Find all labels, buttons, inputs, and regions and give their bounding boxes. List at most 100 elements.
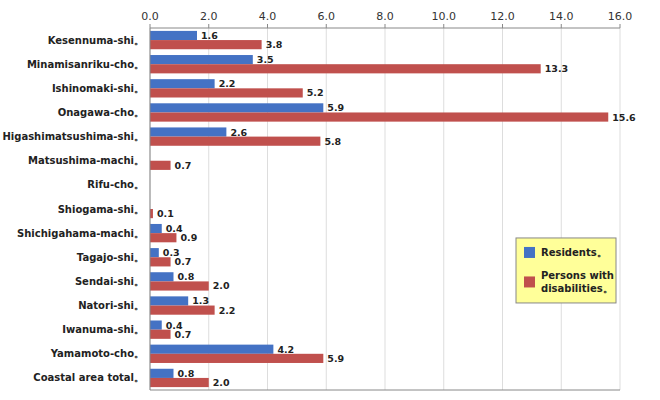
- tick-label: 2.0: [200, 10, 218, 23]
- data-label: 1.6: [201, 30, 218, 41]
- legend-label-line: Persons with: [541, 270, 614, 281]
- data-label: 5.8: [324, 136, 341, 147]
- bar: [150, 31, 197, 40]
- bar: [150, 330, 171, 339]
- legend-swatch: [524, 247, 535, 258]
- data-label: 0.9: [180, 232, 197, 243]
- category-label: Ishinomaki-shi。: [52, 83, 144, 94]
- bar: [150, 296, 188, 305]
- grid-line: [267, 28, 268, 390]
- data-label: 0.8: [178, 271, 195, 282]
- legend-label: Persons with disabilities。: [541, 270, 614, 294]
- grid-line: [150, 28, 151, 390]
- bar: [150, 79, 215, 88]
- bar: [150, 224, 162, 233]
- legend-box: [516, 238, 616, 303]
- bar: [150, 127, 226, 136]
- tick-label: 6.0: [318, 10, 336, 23]
- tick-label: 10.0: [432, 10, 457, 23]
- data-label: 0.8: [178, 368, 195, 379]
- bar: [150, 345, 273, 354]
- tick-mark: [502, 24, 503, 28]
- x-axis-line: [150, 28, 620, 29]
- data-label: 0.1: [157, 208, 174, 219]
- data-label: 13.3: [545, 63, 568, 74]
- grid-line: [326, 28, 327, 390]
- legend-label-line: disabilities。: [541, 283, 613, 294]
- tick-mark: [208, 24, 209, 28]
- data-label: 2.2: [219, 305, 236, 316]
- bar: [150, 378, 209, 387]
- category-label: Tagajo-shi。: [77, 252, 144, 263]
- data-label: 4.2: [277, 344, 294, 355]
- category-label: Shichigahama-machi。: [17, 228, 144, 239]
- bar: [150, 112, 608, 121]
- tick-mark: [385, 24, 386, 28]
- legend-label-line: Residents。: [541, 247, 607, 258]
- bar: [150, 137, 320, 146]
- bar: [150, 55, 253, 64]
- grid-line: [385, 28, 386, 390]
- chart: 0.02.04.06.08.010.012.014.016.00.84.20.4…: [0, 0, 660, 400]
- bar: [150, 40, 262, 49]
- bar: [150, 257, 171, 266]
- data-label: 0.7: [175, 160, 192, 171]
- bar: [150, 354, 323, 363]
- data-label: 5.9: [327, 353, 344, 364]
- data-label: 0.7: [175, 256, 192, 267]
- tick-label: 4.0: [259, 10, 277, 23]
- legend: Residents。 Persons with disabilities。: [516, 238, 616, 303]
- bar: [150, 281, 209, 290]
- bars: [150, 31, 608, 387]
- bar: [150, 320, 162, 329]
- bar: [150, 233, 176, 242]
- bar: [150, 272, 174, 281]
- data-label: 1.3: [192, 295, 209, 306]
- tick-label: 0.0: [141, 10, 159, 23]
- category-label: Iwanuma-shi。: [62, 324, 144, 335]
- data-label: 2.0: [213, 377, 230, 388]
- grid: [150, 28, 620, 390]
- grid-line: [561, 28, 562, 390]
- bar: [150, 306, 215, 315]
- grid-line: [502, 28, 503, 390]
- bar: [150, 64, 541, 73]
- tick-mark: [267, 24, 268, 28]
- bottom-line: [150, 390, 620, 391]
- category-label: Sendai-shi。: [75, 276, 144, 287]
- legend-swatch: [524, 276, 535, 287]
- tick-label: 12.0: [490, 10, 515, 23]
- tick-mark: [443, 24, 444, 28]
- bar: [150, 369, 174, 378]
- category-label: Natori-shi。: [78, 300, 144, 311]
- category-label: Coastal area total。: [33, 372, 144, 383]
- data-label: 15.6: [612, 112, 636, 123]
- tick-mark: [326, 24, 327, 28]
- category-label: Shiogama-shi。: [58, 204, 144, 215]
- tick-label: 14.0: [549, 10, 574, 23]
- grid-line: [443, 28, 444, 390]
- data-label: 2.6: [230, 127, 247, 138]
- data-label: 2.0: [213, 280, 230, 291]
- data-label: 3.8: [266, 39, 283, 50]
- tick-label: 16.0: [608, 10, 633, 23]
- tick-label: 8.0: [376, 10, 394, 23]
- category-label: Matsushima-machi。: [28, 155, 144, 166]
- grid-line: [620, 28, 621, 390]
- category-label: Minamisanriku-cho。: [27, 59, 144, 70]
- bar: [150, 88, 303, 97]
- category-label: Kesennuma-shi。: [48, 35, 144, 46]
- data-label: 5.2: [307, 87, 324, 98]
- category-label: Rifu-cho。: [87, 179, 144, 190]
- y-axis-line: [150, 28, 151, 390]
- bar: [150, 248, 159, 257]
- category-label: Yamamoto-cho。: [50, 348, 144, 359]
- tick-mark: [620, 24, 621, 28]
- bar: [150, 103, 323, 112]
- category-label: Higashimatsushima-shi。: [2, 131, 144, 142]
- data-labels: 0.84.20.41.30.80.30.42.65.92.23.51.62.05…: [157, 30, 636, 388]
- data-label: 0.7: [175, 329, 192, 340]
- tick-mark: [561, 24, 562, 28]
- tick-mark: [150, 24, 151, 28]
- legend-label: Residents。: [541, 247, 607, 258]
